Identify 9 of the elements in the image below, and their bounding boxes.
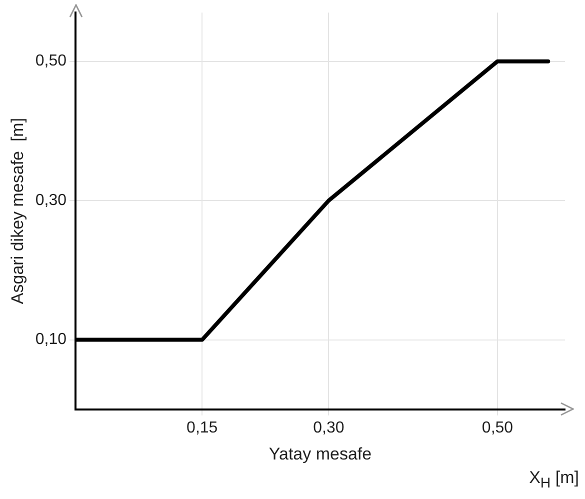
x-axis-title: Yatay mesafe: [268, 444, 372, 464]
y-tick-label: 0,30: [35, 192, 67, 209]
text: X$_{H}$ [m]: [529, 468, 579, 491]
y-axis-title: Asgari dikey mesafe [m]: [8, 118, 27, 304]
y-tick-label: 0,10: [35, 331, 67, 348]
x-tick-label: 0,50: [482, 419, 514, 436]
y-tick-label: 0,50: [35, 52, 67, 70]
x-tick-label: 0,15: [186, 419, 218, 436]
x-tick-label: 0,30: [313, 419, 344, 436]
